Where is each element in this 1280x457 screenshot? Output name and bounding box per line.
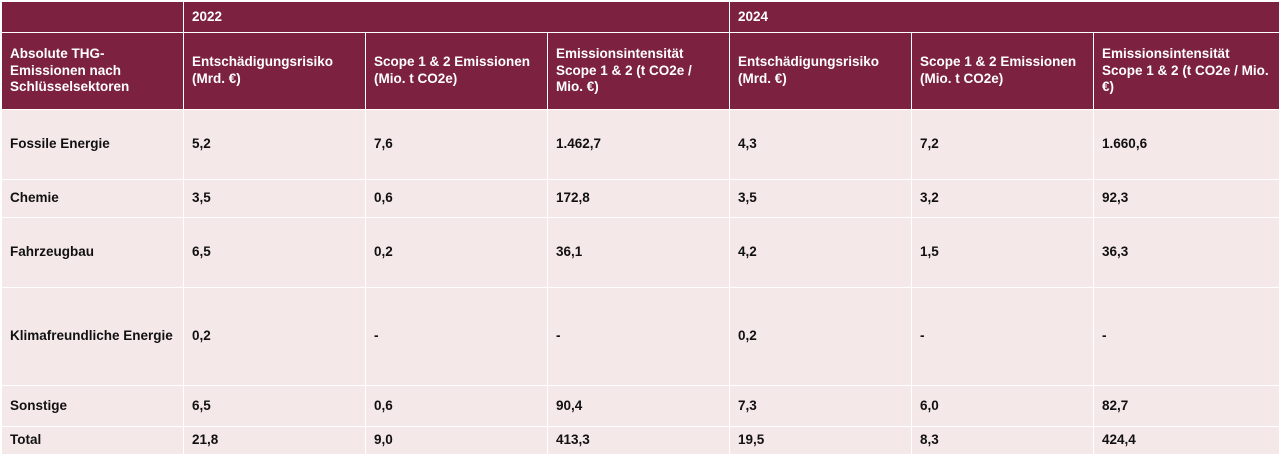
table-cell: 90,4 [546, 385, 731, 427]
year-2022-header: 2022 [182, 1, 731, 33]
table-cell: - [1093, 287, 1280, 386]
table-cell: 0,6 [365, 179, 548, 218]
table-cell: 92,3 [1093, 179, 1280, 218]
year-2024-header: 2024 [729, 1, 1280, 33]
table-cell: 9,0 [365, 426, 548, 455]
table-cell: 7,3 [729, 385, 913, 427]
empty-corner-cell [1, 1, 184, 33]
table-cell: 4,3 [729, 109, 913, 180]
table-cell: 1,5 [911, 217, 1095, 288]
column-header: Entschädigungsrisiko (Mrd. €) [183, 32, 366, 110]
row-label: Fahrzeugbau [1, 217, 184, 288]
row-label: Total [1, 426, 184, 455]
row-label: Chemie [1, 179, 184, 218]
table-cell: - [365, 287, 548, 386]
table-cell: 36,3 [1093, 217, 1280, 288]
column-header: Entschädigungsrisiko (Mrd. €) [729, 32, 913, 110]
table-row: Fahrzeugbau 6,5 0,2 36,1 4,2 1,5 36,3 [1, 217, 1280, 288]
table-cell: 21,8 [183, 426, 366, 455]
row-label: Sonstige [1, 385, 184, 427]
table-row: Sonstige 6,5 0,6 90,4 7,3 6,0 82,7 [1, 385, 1280, 427]
column-header: Scope 1 & 2 Emissionen (Mio. t CO2e) [365, 32, 548, 110]
row-label: Fossile Energie [1, 109, 184, 180]
table-cell: 6,5 [183, 385, 366, 427]
table-cell: 6,5 [183, 217, 366, 288]
table-cell: 82,7 [1093, 385, 1280, 427]
table-row: Fossile Energie 5,2 7,6 1.462,7 4,3 7,2 … [1, 109, 1280, 180]
table-cell: 0,2 [365, 217, 548, 288]
table-cell: 7,6 [365, 109, 548, 180]
table-cell: 0,2 [729, 287, 913, 386]
table-cell: 3,5 [183, 179, 366, 218]
year-header-row: 2022 2024 [1, 1, 1280, 33]
table-cell: 6,0 [911, 385, 1095, 427]
table-cell: 7,2 [911, 109, 1095, 180]
table-cell: 1.462,7 [546, 109, 731, 180]
table-cell: 5,2 [183, 109, 366, 180]
column-header: Scope 1 & 2 Emissionen (Mio. t CO2e) [911, 32, 1095, 110]
table-cell: - [911, 287, 1095, 386]
table-cell: 3,5 [729, 179, 913, 218]
table-cell: 0,2 [183, 287, 366, 386]
table-cell: 19,5 [729, 426, 913, 455]
table-cell: 1.660,6 [1093, 109, 1280, 180]
table-cell: 8,3 [911, 426, 1095, 455]
sector-column-header: Absolute THG-Emissionen nach Schlüsselse… [1, 32, 184, 110]
table-cell: 4,2 [729, 217, 913, 288]
table-row: Klimafreundliche Energie 0,2 - - 0,2 - - [1, 287, 1280, 386]
row-label: Klimafreundliche Energie [1, 287, 184, 386]
table-cell: 413,3 [546, 426, 731, 455]
table-cell: - [546, 287, 731, 386]
table-cell: 0,6 [365, 385, 548, 427]
column-header-row: Absolute THG-Emissionen nach Schlüsselse… [1, 32, 1280, 110]
table-cell: 172,8 [546, 179, 731, 218]
table-cell: 36,1 [546, 217, 731, 288]
column-header: Emissionsintensität Scope 1 & 2 (t CO2e … [546, 32, 731, 110]
column-header: Emissionsintensität Scope 1 & 2 (t CO2e … [1093, 32, 1280, 110]
table-cell: 3,2 [911, 179, 1095, 218]
table-row: Chemie 3,5 0,6 172,8 3,5 3,2 92,3 [1, 179, 1280, 218]
table-cell: 424,4 [1093, 426, 1280, 455]
total-row: Total 21,8 9,0 413,3 19,5 8,3 424,4 [1, 426, 1280, 455]
